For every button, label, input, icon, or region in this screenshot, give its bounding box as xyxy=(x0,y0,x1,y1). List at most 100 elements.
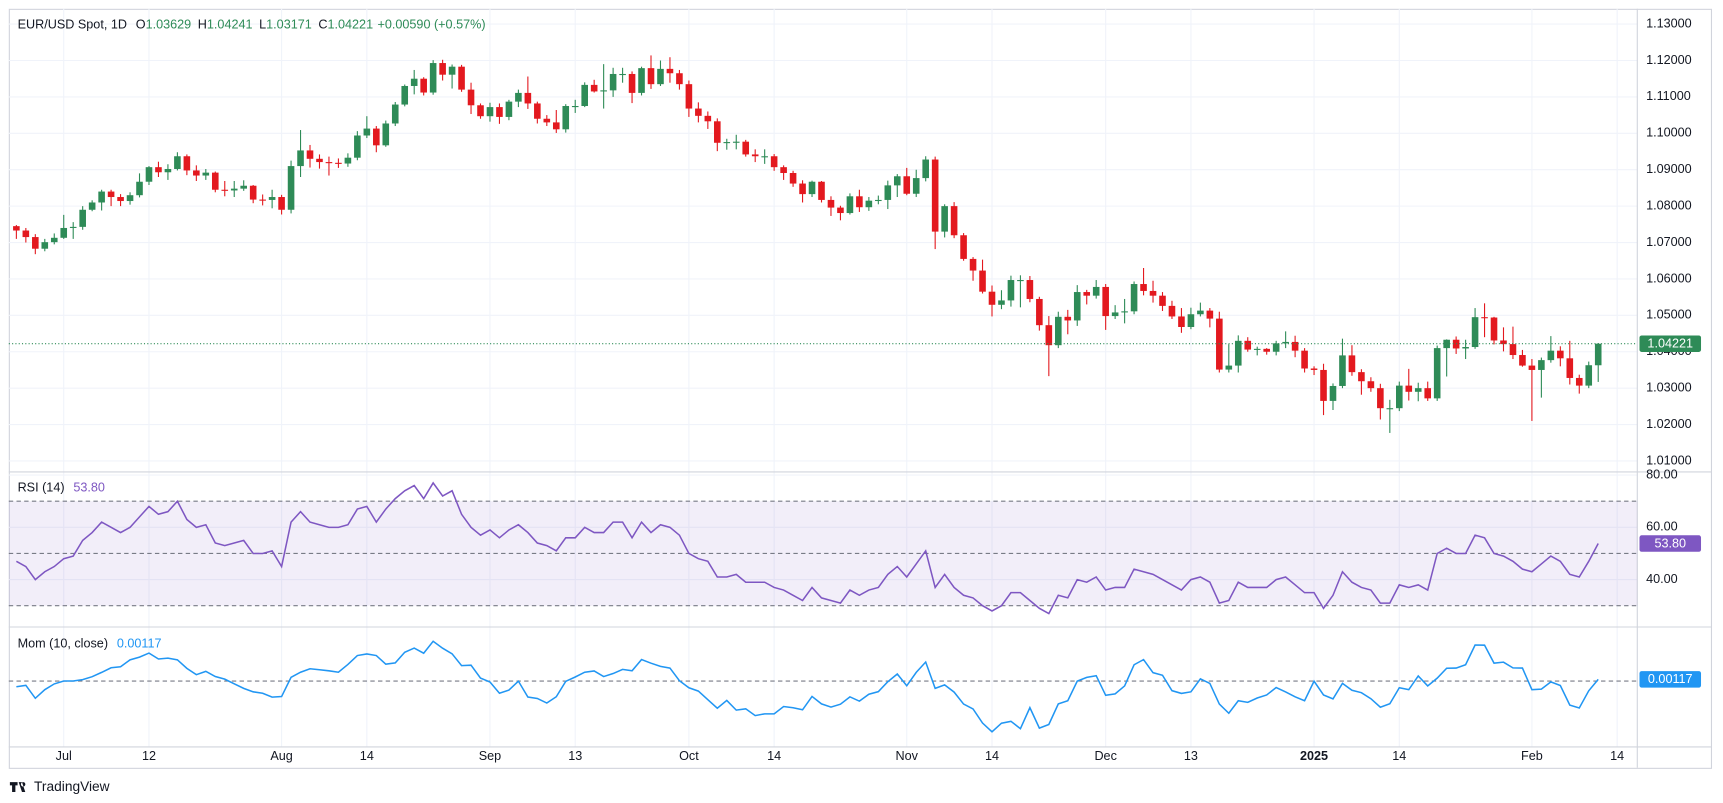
candle-body xyxy=(259,199,266,201)
candle-body xyxy=(1272,343,1280,352)
candle-body xyxy=(22,230,30,238)
candle-body xyxy=(685,84,693,109)
candle-body xyxy=(931,159,939,232)
y-tick-label: 1.13000 xyxy=(1646,16,1692,30)
candle-body xyxy=(638,68,645,93)
x-tick-label: Dec xyxy=(1094,749,1116,763)
logo-mark xyxy=(9,782,26,792)
candle-body xyxy=(32,237,39,249)
candle-body xyxy=(325,162,333,164)
candle-body xyxy=(344,157,352,164)
candle-body xyxy=(420,78,427,93)
candle-body xyxy=(988,291,996,305)
ohlc-label: O xyxy=(136,18,146,32)
candle-body xyxy=(657,68,664,85)
candle-body xyxy=(1433,348,1441,399)
candle-body xyxy=(1538,360,1545,370)
candle-body xyxy=(382,123,390,146)
candle-body xyxy=(249,185,257,200)
candle-body xyxy=(193,170,200,176)
candle-body xyxy=(903,176,911,194)
y-tick-label: 1.03000 xyxy=(1646,380,1692,394)
candle-body xyxy=(524,92,532,104)
candle-body xyxy=(174,156,181,169)
x-tick-label: 13 xyxy=(1184,749,1198,763)
last-value-label-box xyxy=(1639,535,1702,552)
candle-body xyxy=(79,209,86,227)
ohlc-value: 1.04241 xyxy=(207,18,253,32)
last-value-label: 0.00117 xyxy=(1639,671,1702,688)
x-tick-label: Sep xyxy=(479,749,501,763)
y-tick-label: 1.06000 xyxy=(1646,271,1692,285)
candle-body xyxy=(1036,298,1043,326)
candle-body xyxy=(1557,350,1564,359)
candle-body xyxy=(780,167,787,173)
candle-body xyxy=(628,73,636,93)
candle-body xyxy=(666,68,674,74)
candle-body xyxy=(1481,317,1488,319)
candle-body xyxy=(647,68,655,85)
candle-body xyxy=(373,128,380,146)
candle-body xyxy=(164,168,172,173)
candle-body xyxy=(609,73,617,91)
indicator-title: Mom (10, close) xyxy=(18,637,108,651)
candle-body xyxy=(477,105,484,117)
candle-body xyxy=(1585,365,1593,386)
candle-body xyxy=(818,181,825,200)
last-price-label: 1.04221 xyxy=(1639,335,1702,352)
candle-body xyxy=(799,183,806,195)
candle-body xyxy=(619,73,626,76)
x-tick-label: Oct xyxy=(679,749,699,763)
candle-body xyxy=(1168,305,1176,317)
candle-body xyxy=(808,181,816,195)
candle-body xyxy=(969,258,977,271)
x-tick-label: 14 xyxy=(985,749,999,763)
candle-body xyxy=(1566,358,1574,378)
candle-body xyxy=(590,84,598,92)
candle-body xyxy=(837,207,844,214)
candle-body xyxy=(467,89,475,106)
candle-body xyxy=(50,237,58,243)
candle-body xyxy=(117,197,124,202)
x-tick-label: Jul xyxy=(56,749,72,763)
candle-body xyxy=(827,199,835,208)
candle-body xyxy=(856,196,863,208)
candle-body xyxy=(1187,314,1195,327)
y-tick-label: 1.01000 xyxy=(1646,453,1692,467)
ohlc-value: 1.03171 xyxy=(266,18,312,32)
candle-body xyxy=(751,154,759,157)
ohlc-label: C xyxy=(318,18,327,32)
candle-body xyxy=(88,202,96,210)
candle-body xyxy=(505,101,513,117)
candle-body xyxy=(770,156,778,168)
last-value-label: 53.80 xyxy=(1639,535,1702,552)
x-tick-label: Aug xyxy=(270,749,292,763)
candle-body xyxy=(429,63,437,93)
candle-body xyxy=(960,235,967,259)
candle-body xyxy=(230,188,238,191)
candle-body xyxy=(1424,388,1432,399)
candle-body xyxy=(1111,312,1119,317)
y-tick-label: 1.10000 xyxy=(1646,126,1692,140)
candle-body xyxy=(1064,316,1072,321)
candle-body xyxy=(391,104,399,124)
last-value-label-text: 53.80 xyxy=(1654,536,1686,550)
candle-body xyxy=(1405,385,1413,392)
candle-body xyxy=(1140,284,1147,291)
candle-body xyxy=(268,197,276,200)
last-price-label-text: 1.04221 xyxy=(1647,337,1693,351)
candle-body xyxy=(1547,350,1555,361)
ohlc-label: L xyxy=(259,18,266,32)
indicator-value: 0.00117 xyxy=(117,637,162,651)
ohlc-value: 1.04221 xyxy=(327,18,373,32)
candle-body xyxy=(1462,347,1469,349)
candle-body xyxy=(1253,348,1261,350)
candle-body xyxy=(1130,284,1138,312)
indicator-value: 53.80 xyxy=(73,481,105,495)
y-tick-label: 80.00 xyxy=(1646,467,1678,481)
candle-body xyxy=(1007,280,1015,301)
ohlc-value: 1.03629 xyxy=(146,18,192,32)
